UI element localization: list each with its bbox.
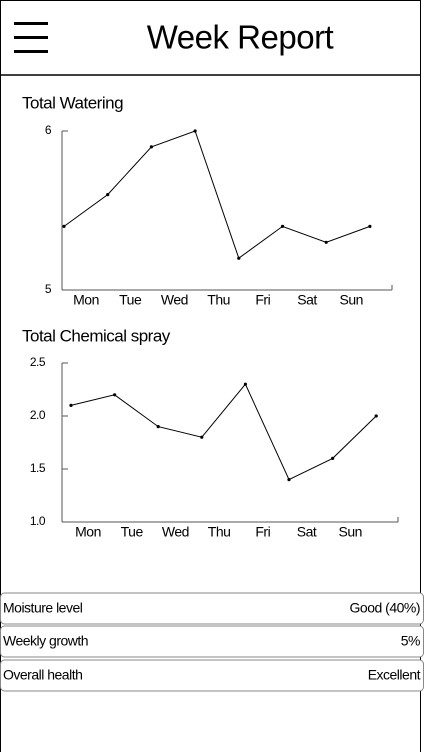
chart-title: Total Chemical spray (22, 326, 171, 345)
data-point (368, 224, 372, 228)
data-point (331, 456, 335, 460)
menu-bar (14, 50, 48, 53)
x-tick-label: Sat (297, 292, 317, 308)
stat-label: Weekly growth (3, 633, 88, 649)
y-tick-label: 5 (45, 282, 52, 296)
stat-value: Excellent (368, 667, 421, 683)
data-point (200, 435, 204, 439)
x-tick-label: Mon (75, 524, 101, 540)
data-point (193, 129, 197, 133)
data-line (63, 130, 371, 260)
x-tick-label: Thu (208, 524, 231, 540)
data-point (62, 224, 66, 228)
data-line (70, 383, 377, 481)
x-tick-label: Fri (255, 524, 270, 540)
chart-title: Total Watering (22, 93, 123, 112)
x-tick-label: Tue (121, 524, 144, 540)
x-tick-label: Wed (161, 292, 188, 308)
x-tick-label: Sun (339, 292, 362, 308)
data-point (106, 193, 110, 197)
y-tick-label: 1.5 (30, 461, 46, 475)
y-tick-label: 2.5 (30, 355, 46, 369)
stat-value: Good (40%) (350, 600, 420, 616)
x-tick-label: Wed (162, 524, 189, 540)
data-point (69, 403, 73, 407)
stat-label: Moisture level (3, 600, 83, 616)
page-title: Week Report (147, 19, 334, 56)
data-point (287, 478, 291, 482)
x-tick-label: Tue (119, 292, 142, 308)
data-point (374, 414, 378, 418)
data-point (324, 240, 328, 244)
stat-row (0, 592, 424, 625)
data-point (113, 393, 117, 397)
data-point (149, 145, 153, 149)
y-tick-label: 2.0 (30, 408, 46, 422)
menu-bar (14, 22, 48, 25)
x-tick-label: Mon (73, 292, 99, 308)
data-point (280, 224, 285, 228)
stat-row (0, 659, 424, 692)
x-tick-label: Sun (338, 524, 361, 540)
data-point (237, 256, 241, 260)
x-tick-label: Fri (255, 292, 270, 308)
stat-value: 5% (401, 633, 420, 649)
menu-button[interactable] (14, 22, 48, 53)
data-point (243, 382, 247, 386)
y-tick-label: 6 (45, 123, 52, 137)
y-tick-label: 1.0 (30, 514, 46, 528)
stat-row (0, 625, 424, 658)
menu-bar (14, 36, 48, 39)
x-tick-label: Thu (207, 292, 230, 308)
data-point (156, 425, 160, 429)
x-tick-label: Sat (297, 524, 317, 540)
stat-label: Overall health (3, 667, 82, 683)
